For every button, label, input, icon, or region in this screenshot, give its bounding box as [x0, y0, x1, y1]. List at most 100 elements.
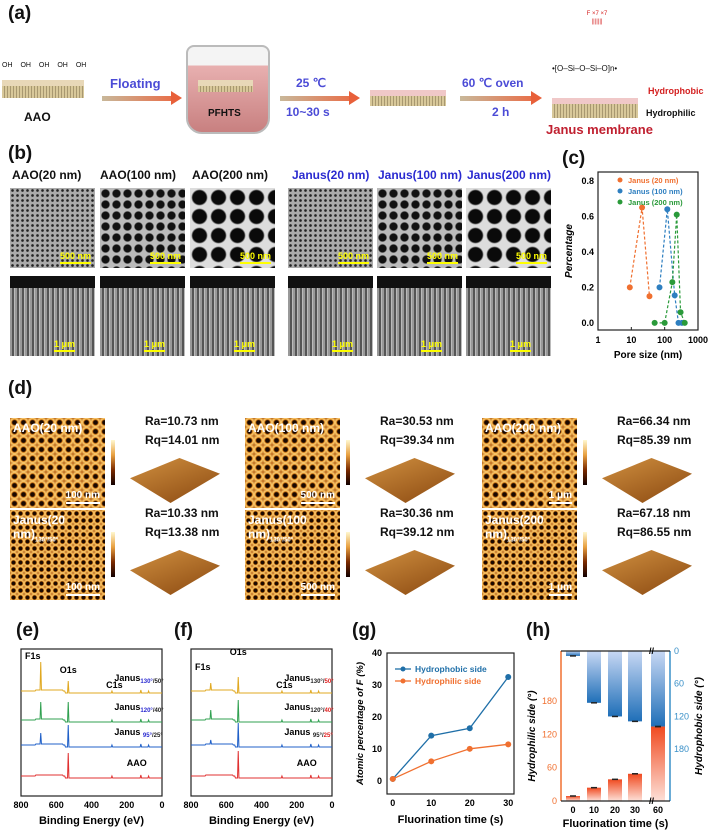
peak-label-c1s: C1s	[106, 680, 123, 690]
x-tick-label: 800	[13, 800, 28, 810]
data-point	[505, 741, 512, 748]
sem-top-image: 500 nm	[377, 188, 462, 268]
legend-entry: Hydrophobic side	[415, 664, 487, 674]
sem-side-image: 1 μm	[377, 276, 462, 356]
afm-3d-surface	[602, 550, 692, 595]
y-tick-label: 0.2	[581, 282, 594, 292]
left-tick-label: 180	[542, 696, 557, 706]
legend-marker	[617, 188, 623, 194]
x-tick-label: 100	[657, 335, 672, 345]
series-label: AAO	[297, 758, 317, 768]
sem-top-image: 500 nm	[190, 188, 275, 268]
scale-label: 500 nm	[300, 582, 335, 593]
panel-label-e: (e)	[16, 620, 40, 641]
scale-bar: 100 nm	[65, 582, 100, 596]
f-atom: F	[586, 11, 591, 17]
siloxane-backbone: •[O–Si–O–Si–O]n•	[552, 64, 618, 73]
x-tick-label: 20	[610, 805, 620, 815]
roughness-values: Ra=30.36 nm Rq=39.12 nm	[380, 504, 454, 542]
rq-value: Rq=13.38 nm	[145, 525, 220, 539]
series-name: Janus	[284, 727, 313, 737]
data-point	[626, 284, 633, 291]
y-tick-label: 10	[372, 744, 382, 754]
x-tick-label: 200	[119, 800, 134, 810]
scale-label: 100 nm	[65, 490, 100, 501]
intermediate-membrane	[370, 90, 446, 106]
afm-image: Janus(20 nm)130°/50° 100 nm	[10, 510, 105, 600]
legend-entry: Hydrophilic side	[415, 676, 481, 686]
scale-bar: 1 μm	[420, 339, 442, 352]
legend-marker	[617, 177, 623, 183]
fit-curve	[629, 207, 651, 297]
scale-bar: 500 nm	[426, 251, 458, 264]
y-tick-label: 0.8	[581, 176, 594, 186]
left-tick-label: 0	[552, 796, 557, 806]
x-axis-label: Binding Energy (eV)	[209, 815, 314, 827]
spectrum-line	[191, 699, 332, 723]
sem-side-image: 1 μm	[466, 276, 551, 356]
x-tick-label: 0	[570, 805, 575, 815]
series-name: AAO	[297, 758, 317, 768]
hydrophobic-bar	[608, 651, 622, 717]
series-sub-b: /50°	[153, 679, 164, 685]
axis-break-mark: //	[649, 646, 655, 656]
legend-entry: Janus (100 nm)	[628, 187, 683, 196]
panel-label-c: (c)	[562, 148, 586, 169]
scale-label: 100 nm	[65, 582, 100, 593]
data-point	[671, 292, 678, 299]
hydrophilic-bar	[628, 773, 642, 801]
afm-image: Janus(100 nm)130°/50° 500 nm	[245, 510, 340, 600]
y-tick-label: 30	[372, 680, 382, 690]
y-tick-label: 0.0	[581, 318, 594, 328]
data-point	[646, 293, 653, 300]
hydrophilic-bar	[651, 726, 665, 801]
ra-value: Ra=10.33 nm	[145, 506, 219, 520]
scale-label: 1 μm	[548, 582, 572, 593]
aao-label: AAO	[24, 110, 51, 124]
sem-top-image: 500 nm	[466, 188, 551, 268]
afm-title-text: Janus(200 nm)	[485, 513, 544, 541]
x-axis-label: Fluorination time (s)	[398, 814, 504, 826]
scale-bar: 1 μm	[548, 582, 572, 596]
janus-membrane-label: Janus membrane	[546, 122, 653, 137]
series-sub-a: 120°/	[310, 708, 324, 714]
scale-bar: 500 nm	[337, 251, 369, 264]
aao-membrane	[2, 80, 84, 98]
oh: OH	[38, 62, 50, 69]
dish-label: PFHTS	[208, 108, 241, 119]
x-tick-label: 10	[626, 335, 636, 345]
spectrum-line	[21, 752, 162, 779]
series-sub-b: 50°	[325, 679, 335, 685]
hydrophilic-bar	[566, 796, 580, 801]
ra-value: Ra=30.36 nm	[380, 506, 454, 520]
ra-value: Ra=67.18 nm	[617, 506, 691, 520]
y-axis-label: Percentage	[564, 224, 575, 278]
x-tick-label: 1	[595, 335, 600, 345]
hydrophilic-bar	[608, 779, 622, 801]
scale-label: 500 nm	[337, 251, 369, 261]
series-sub-b: /25°	[152, 733, 163, 739]
afm-image: AAO(200 nm) 1 μm	[482, 418, 577, 508]
oh: OH	[75, 62, 87, 69]
series-name: Janus	[284, 702, 310, 712]
x-tick-label: 20	[465, 798, 475, 808]
afm-3d-surface	[602, 458, 692, 503]
scale-label: 500 nm	[515, 251, 547, 261]
legend-marker	[400, 678, 406, 684]
afm-title-sub: 130°/50°	[35, 537, 59, 544]
contact-angle-chart: 0 10 20 30 60////006060120120180180Fluorinat…	[527, 646, 705, 830]
sem-title: Janus(100 nm)	[378, 168, 463, 182]
series-label: AAO	[127, 758, 147, 768]
right-axis-label: Hydrophobic side (°)	[694, 676, 705, 775]
left-axis-label: Hydrophilic side (°)	[527, 690, 538, 782]
sem-side-image: 1 μm	[10, 276, 95, 356]
series-line	[392, 743, 509, 780]
afm-title-text: AAO(100 nm)	[248, 421, 325, 435]
spectrum-line	[191, 722, 332, 748]
spectrum-line	[21, 661, 162, 694]
x-tick-label: 0	[159, 800, 164, 810]
oh: OH	[20, 62, 31, 69]
data-point	[428, 758, 435, 765]
sem-title: AAO(100 nm)	[100, 168, 177, 182]
